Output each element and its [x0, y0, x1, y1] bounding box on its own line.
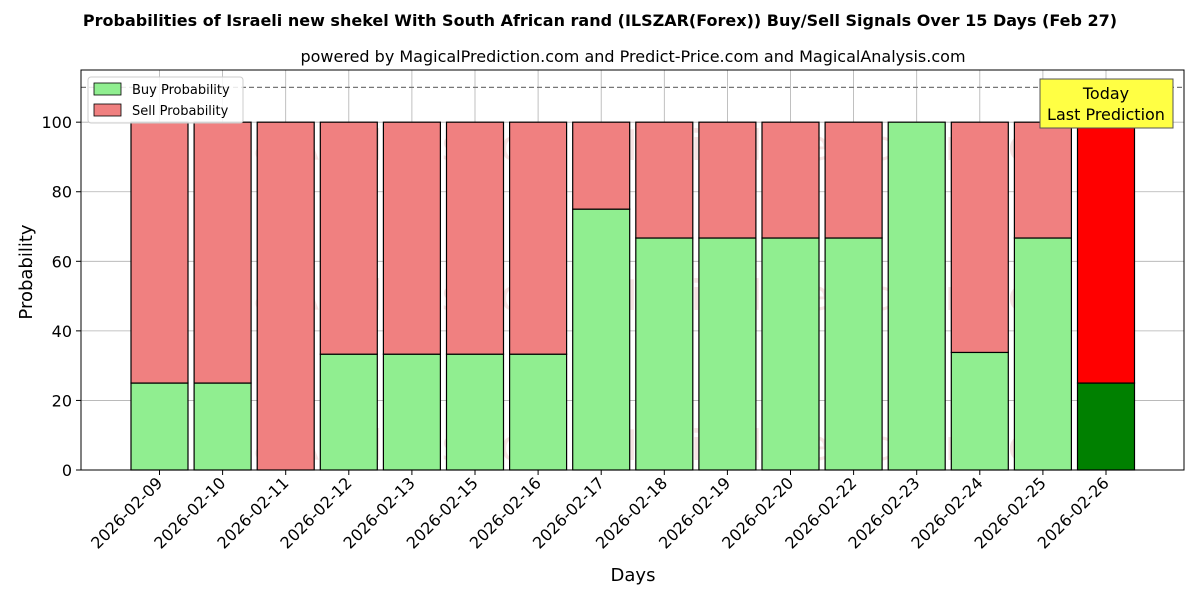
y-tick-label: 60 — [52, 252, 72, 271]
legend-swatch-sell — [93, 103, 122, 117]
bar-sell — [1076, 121, 1136, 384]
x-ticks: 2026-02-092026-02-102026-02-112026-02-12… — [87, 470, 1113, 553]
bar-buy — [887, 121, 946, 471]
bar-buy — [445, 353, 505, 471]
bar-sell — [635, 121, 694, 239]
bar-sell — [319, 121, 378, 355]
bar-buy — [635, 237, 694, 471]
bar-sell — [382, 121, 441, 355]
today-annotation-line1: Today — [1082, 84, 1129, 103]
bars — [130, 121, 1136, 471]
bar-buy — [509, 353, 568, 471]
bar-buy — [193, 382, 252, 471]
plot-frame — [80, 69, 1185, 471]
y-axis-label: Probability — [16, 224, 37, 319]
y-tick-label: 40 — [52, 322, 72, 341]
today-annotation: Today Last Prediction — [1039, 78, 1174, 129]
bar-buy — [130, 382, 189, 471]
legend: Buy Probability Sell Probability — [87, 76, 244, 124]
legend-label-buy: Buy Probability — [132, 83, 230, 98]
bar-sell — [256, 121, 315, 471]
today-annotation-box — [1039, 78, 1174, 129]
y-ticks: 0 20 40 60 80 100 — [41, 113, 81, 480]
bar-buy — [950, 351, 1009, 471]
bar-sell — [130, 121, 189, 384]
bar-buy — [1076, 382, 1136, 471]
chart-subtitle: powered by MagicalPrediction.com and Pre… — [300, 47, 965, 66]
bar-sell — [509, 121, 568, 355]
bar-buy — [761, 237, 820, 471]
bar-sell — [193, 121, 252, 384]
y-tick-label: 80 — [52, 183, 72, 202]
bar-sell — [698, 121, 757, 239]
bar-sell — [1013, 121, 1073, 239]
legend-box — [87, 76, 244, 124]
bar-buy — [698, 237, 757, 471]
x-axis-label: Days — [611, 565, 656, 586]
y-tick-label: 20 — [52, 391, 72, 410]
bar-buy — [824, 237, 883, 471]
bar-buy — [1013, 237, 1073, 471]
legend-swatch-buy — [93, 82, 122, 96]
bar-sell — [445, 121, 505, 355]
bar-buy — [319, 353, 378, 471]
bar-sell — [761, 121, 820, 239]
y-tick-label: 0 — [62, 461, 72, 480]
legend-label-sell: Sell Probability — [132, 104, 229, 119]
chart-title: Probabilities of Israeli new shekel With… — [83, 11, 1117, 30]
bar-sell — [572, 121, 631, 210]
y-tick-label: 100 — [41, 113, 72, 132]
bar-sell — [824, 121, 883, 239]
today-annotation-line2: Last Prediction — [1047, 105, 1165, 124]
bar-buy — [382, 353, 441, 471]
bar-sell — [950, 121, 1009, 354]
bar-buy — [572, 208, 631, 471]
